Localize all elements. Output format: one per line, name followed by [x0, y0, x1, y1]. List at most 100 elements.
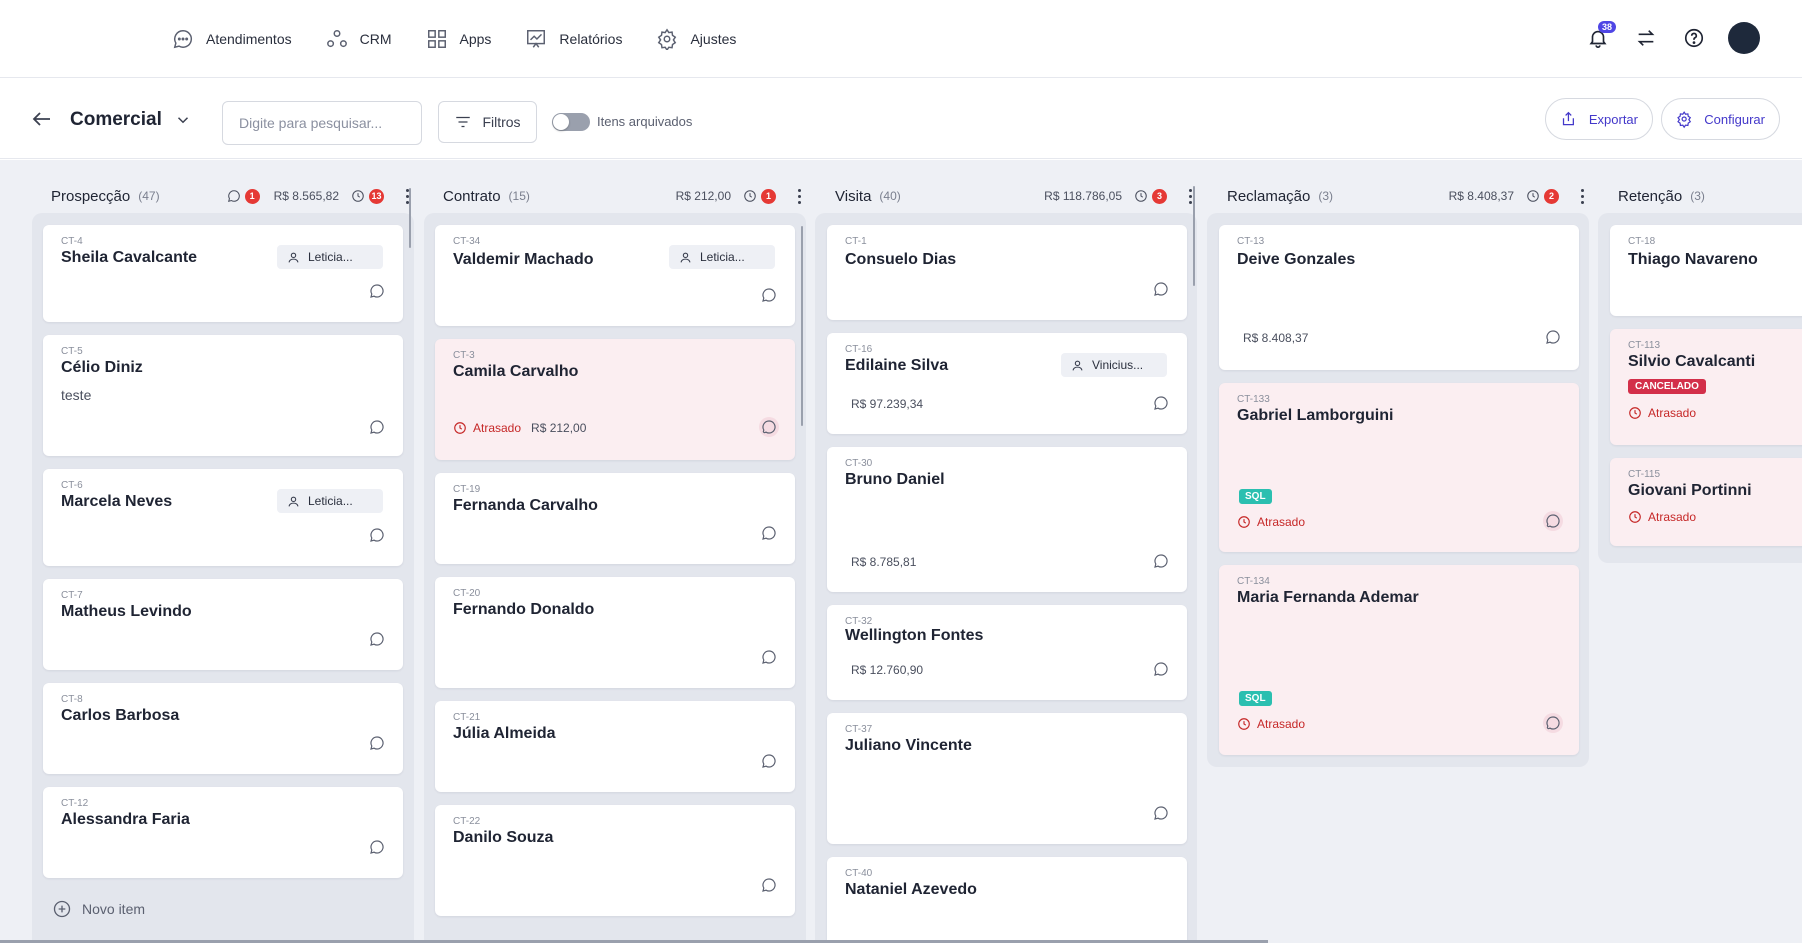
card[interactable]: CT-1 Consuelo Dias — [827, 225, 1187, 320]
comment-icon[interactable] — [1543, 713, 1563, 733]
notifications-button[interactable]: 38 — [1580, 20, 1616, 56]
archived-toggle[interactable] — [552, 113, 590, 131]
clock-icon — [744, 190, 756, 202]
column-title: Visita — [835, 187, 872, 205]
card[interactable]: CT-20 Fernando Donaldo — [435, 577, 795, 688]
nav-item-atendimentos[interactable]: Atendimentos — [172, 26, 292, 52]
board-selector[interactable]: Comercial — [70, 109, 192, 131]
comment-icon[interactable] — [369, 839, 385, 855]
card[interactable]: CT-113 Silvio Cavalcanti CANCELADO Atras… — [1610, 329, 1802, 445]
nav-item-apps[interactable]: Apps — [426, 26, 491, 52]
comment-icon[interactable] — [761, 649, 777, 665]
assignee-chip[interactable]: Leticia... — [669, 245, 775, 269]
card[interactable]: CT-40 Nataniel Azevedo — [827, 857, 1187, 943]
assignee-chip[interactable]: Leticia... — [277, 489, 383, 513]
comment-icon[interactable] — [1153, 395, 1169, 411]
board-horizontal-scrollbar[interactable] — [0, 940, 1268, 943]
nav-label: Ajustes — [690, 31, 737, 47]
filters-button[interactable]: Filtros — [438, 101, 537, 143]
comment-icon[interactable] — [761, 877, 777, 893]
switch-account-button[interactable] — [1628, 20, 1664, 56]
card[interactable]: CT-115 Giovani Portinni Atrasado — [1610, 458, 1802, 546]
card[interactable]: CT-34 Valdemir Machado Leticia... — [435, 225, 795, 326]
new-item-button[interactable]: Novo item — [52, 899, 145, 919]
column-menu-button[interactable] — [1573, 186, 1591, 206]
nav-item-relatorios[interactable]: Relatórios — [525, 26, 622, 52]
card[interactable]: CT-134 Maria Fernanda Ademar SQL Atrasad… — [1219, 565, 1579, 755]
card[interactable]: CT-30 Bruno Daniel R$ 8.785,81 — [827, 447, 1187, 592]
export-button[interactable]: Exportar — [1545, 98, 1653, 140]
comment-icon[interactable] — [761, 753, 777, 769]
card[interactable]: CT-6 Marcela Neves Leticia... — [43, 469, 403, 566]
column-body: CT-1 Consuelo Dias CT-16 Edilaine Silva … — [815, 213, 1197, 943]
card-id: CT-37 — [845, 724, 873, 735]
export-icon — [1562, 111, 1574, 126]
comment-icon[interactable] — [1153, 805, 1169, 821]
card[interactable]: CT-19 Fernanda Carvalho — [435, 473, 795, 564]
user-icon — [1072, 360, 1083, 370]
late-indicator: Atrasado — [1628, 406, 1696, 420]
avatar[interactable] — [1728, 22, 1760, 54]
card-id: CT-34 — [453, 236, 481, 247]
late-indicator: Atrasado — [1237, 515, 1305, 529]
nav-item-ajustes[interactable]: Ajustes — [656, 26, 736, 52]
notifications-badge: 38 — [1597, 21, 1616, 33]
card-id: CT-16 — [845, 344, 873, 355]
comment-icon[interactable] — [761, 287, 777, 303]
card[interactable]: CT-21 Júlia Almeida — [435, 701, 795, 792]
search-input[interactable] — [222, 101, 422, 145]
apps-grid-icon — [427, 30, 446, 48]
column-scrollbar[interactable] — [801, 226, 803, 426]
comment-icon[interactable] — [1545, 329, 1561, 345]
card-name: Thiago Navareno — [1628, 251, 1758, 268]
card[interactable]: CT-12 Alessandra Faria — [43, 787, 403, 878]
card[interactable]: CT-37 Juliano Vincente — [827, 713, 1187, 844]
card-name: Maria Fernanda Ademar — [1237, 589, 1419, 606]
help-button[interactable] — [1676, 20, 1712, 56]
nav-item-crm[interactable]: CRM — [326, 26, 392, 52]
comment-icon[interactable] — [369, 631, 385, 647]
back-arrow-icon[interactable] — [30, 107, 54, 131]
late-badge: 13 — [369, 188, 384, 204]
column-scrollbar[interactable] — [1193, 186, 1195, 286]
comment-icon[interactable] — [1153, 661, 1169, 677]
column-menu-button[interactable] — [398, 186, 416, 206]
card[interactable]: CT-13 Deive Gonzales R$ 8.408,37 — [1219, 225, 1579, 370]
card[interactable]: CT-22 Danilo Souza — [435, 805, 795, 916]
comment-icon[interactable] — [369, 735, 385, 751]
late-badge: 1 — [761, 188, 776, 204]
configure-button[interactable]: Configurar — [1661, 98, 1780, 140]
card-amount: R$ 97.239,34 — [851, 397, 924, 411]
comment-icon[interactable] — [1543, 511, 1563, 531]
comment-icon[interactable] — [1153, 281, 1169, 297]
card[interactable]: CT-8 Carlos Barbosa — [43, 683, 403, 774]
column-menu-button[interactable] — [1181, 186, 1199, 206]
comment-icon[interactable] — [1153, 553, 1169, 569]
card-name: Carlos Barbosa — [61, 707, 180, 724]
assignee-name: Leticia... — [308, 250, 353, 264]
column-scrollbar[interactable] — [409, 188, 411, 248]
card-amount: R$ 8.785,81 — [851, 555, 917, 569]
column-menu-button[interactable] — [790, 186, 808, 206]
card[interactable]: CT-7 Matheus Levindo — [43, 579, 403, 670]
card-name: Fernando Donaldo — [453, 601, 595, 618]
assignee-chip[interactable]: Vinicius... — [1061, 353, 1167, 377]
card[interactable]: CT-133 Gabriel Lamborguini SQL Atrasado — [1219, 383, 1579, 552]
card[interactable]: CT-5 Célio Diniz teste — [43, 335, 403, 456]
comment-icon[interactable] — [369, 527, 385, 543]
card[interactable]: CT-18 Thiago Navareno — [1610, 225, 1802, 316]
comment-icon[interactable] — [369, 419, 385, 435]
column-count: (40) — [879, 189, 901, 203]
assignee-chip[interactable]: Leticia... — [277, 245, 383, 269]
comment-icon[interactable] — [759, 417, 779, 437]
export-label: Exportar — [1588, 111, 1638, 127]
comment-icon[interactable] — [369, 283, 385, 299]
configure-label: Configurar — [1704, 111, 1765, 127]
comment-icon[interactable] — [761, 525, 777, 541]
card-name: Marcela Neves — [61, 493, 173, 510]
card[interactable]: CT-16 Edilaine Silva Vinicius... R$ 97.2… — [827, 333, 1187, 434]
card[interactable]: CT-4 Sheila Cavalcante Leticia... — [43, 225, 403, 322]
card[interactable]: CT-3 Camila Carvalho Atrasado R$ 212,00 — [435, 339, 795, 460]
page-title: Comercial — [70, 109, 162, 130]
card[interactable]: CT-32 Wellington Fontes R$ 12.760,90 — [827, 605, 1187, 700]
